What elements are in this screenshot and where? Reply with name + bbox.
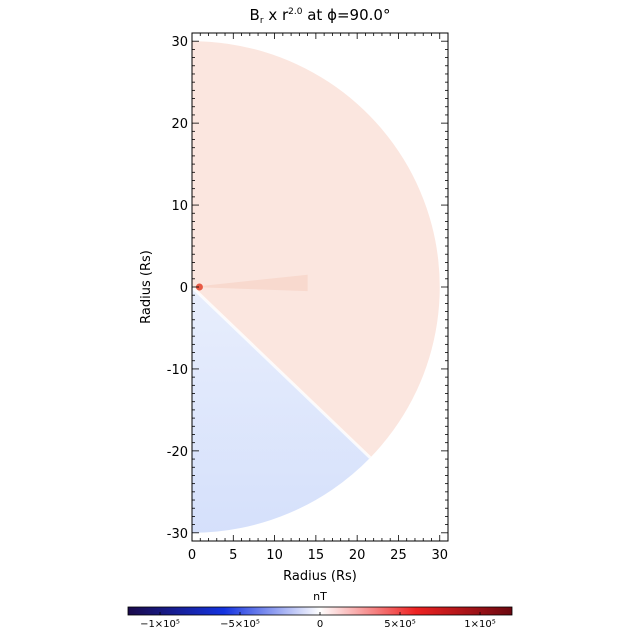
chart-title: Br x r2.0 at ϕ=90.0° xyxy=(250,6,391,26)
x-tick-label: 20 xyxy=(349,548,366,563)
y-tick-label: 20 xyxy=(171,117,188,132)
colorbar-tick-label: 5×10⁵ xyxy=(384,619,415,630)
title-subscript: r xyxy=(260,16,264,26)
colorbar-tick-label: 0 xyxy=(317,619,323,630)
inner-boundary-spot xyxy=(195,283,203,291)
equatorial-streak xyxy=(192,274,308,292)
y-axis: -30 -20 -10 0 10 20 30 xyxy=(167,32,448,542)
x-tick-label: 15 xyxy=(308,548,325,563)
y-axis-label: Radius (Rs) xyxy=(139,250,154,324)
colorbar-ticks: −1×10⁵ −5×10⁵ 0 5×10⁵ 1×10⁵ xyxy=(140,612,496,630)
x-axis-label: Radius (Rs) xyxy=(283,569,357,584)
colorbar-tick-label: 1×10⁵ xyxy=(464,619,495,630)
y-tick-label: 0 xyxy=(180,281,188,296)
x-tick-label: 25 xyxy=(390,548,407,563)
y-tick-label: -10 xyxy=(167,363,188,378)
y-tick-label: -30 xyxy=(167,527,188,542)
x-tick-label: 10 xyxy=(266,548,283,563)
field-region-positive xyxy=(192,41,440,458)
x-axis: 0 5 10 15 20 25 30 xyxy=(188,33,449,563)
y-tick-label: -20 xyxy=(167,445,188,460)
colorbar-tick-label: −1×10⁵ xyxy=(140,619,180,630)
colorbar-unit: nT xyxy=(313,590,327,603)
y-tick-label: 10 xyxy=(171,199,188,214)
x-tick-label: 5 xyxy=(229,548,237,563)
sector-boundary xyxy=(192,285,372,459)
colorbar-tick-label: −5×10⁵ xyxy=(220,619,260,630)
x-tick-label: 0 xyxy=(188,548,196,563)
field-region-negative xyxy=(192,287,371,533)
field-map xyxy=(192,41,440,533)
x-tick-label: 30 xyxy=(431,548,448,563)
y-tick-label: 30 xyxy=(171,35,188,50)
